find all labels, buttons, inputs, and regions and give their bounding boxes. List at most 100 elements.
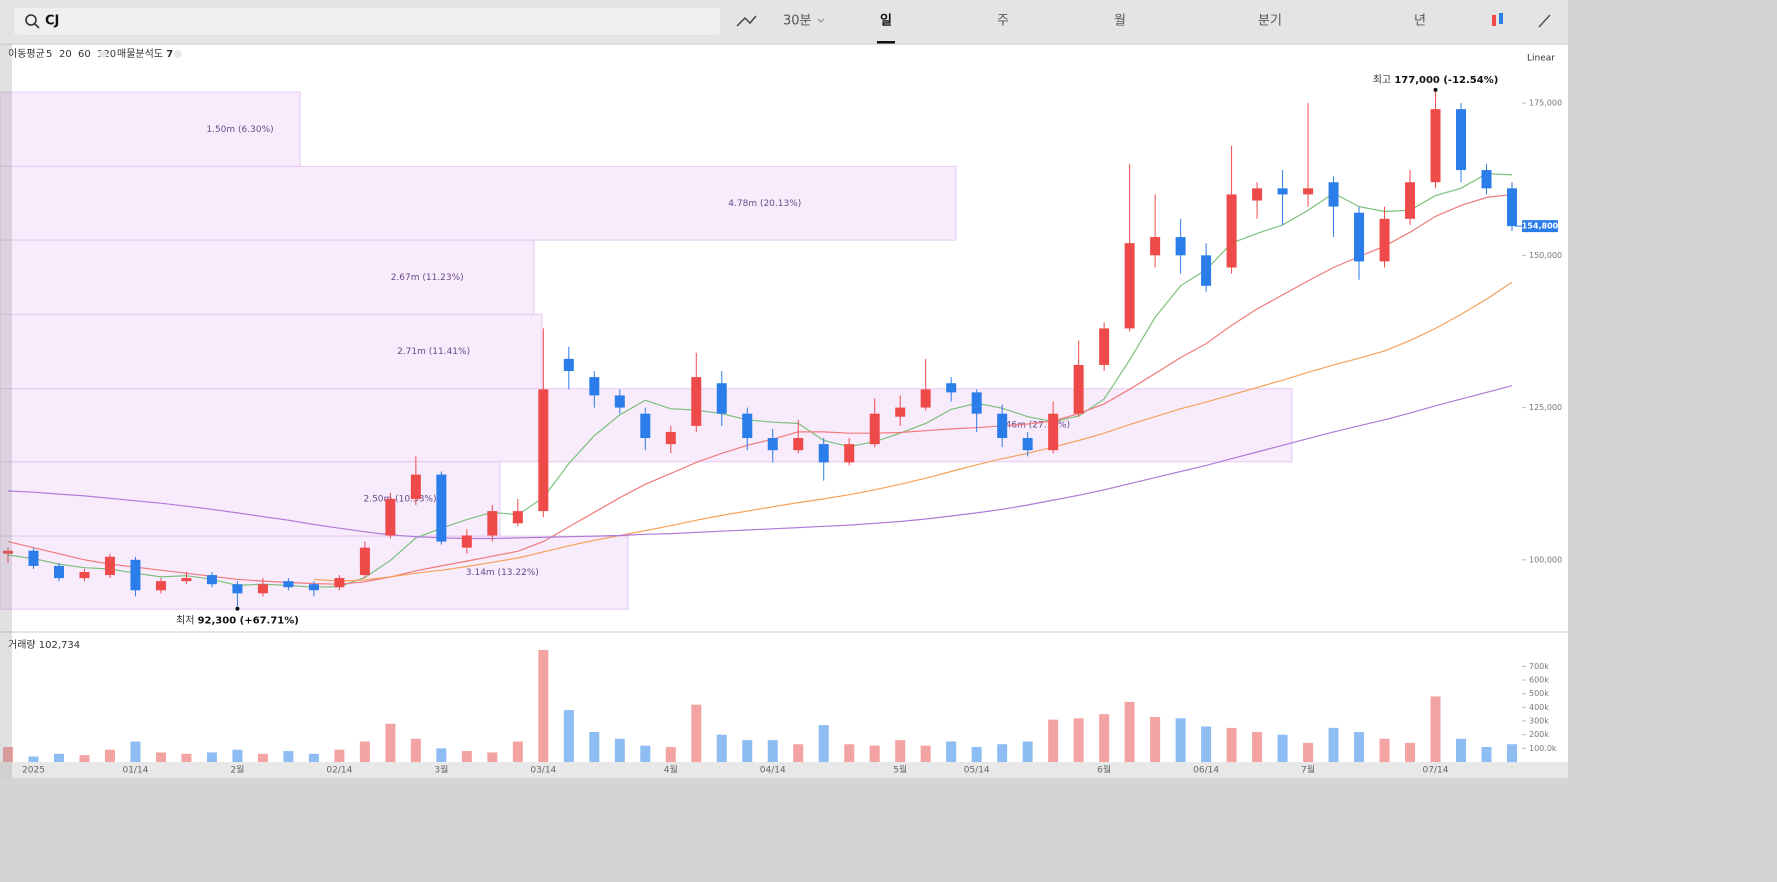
profile-label: 2.50m (10.53%) xyxy=(363,494,436,504)
candle-body xyxy=(742,413,753,439)
volume-bar xyxy=(359,741,370,762)
candle-body xyxy=(1507,188,1517,227)
volume-bar xyxy=(563,710,574,762)
extreme-marker xyxy=(235,606,240,611)
volume-bar xyxy=(461,751,472,762)
candle-body xyxy=(691,377,702,426)
search-text[interactable]: CJ xyxy=(45,14,59,29)
chart-type-icon[interactable] xyxy=(1492,15,1496,26)
y-tick-label: 400k xyxy=(1529,703,1549,712)
volume-bar xyxy=(1456,738,1467,762)
close-button[interactable] xyxy=(174,50,182,58)
candle-body xyxy=(1405,182,1416,219)
candle-body xyxy=(844,444,855,463)
x-tick-label: 04/14 xyxy=(760,766,786,776)
volume-bar xyxy=(385,723,396,762)
candle-body xyxy=(946,383,957,393)
y-tick-label: 500k xyxy=(1529,689,1549,698)
search-box[interactable] xyxy=(14,8,720,35)
volume-bar xyxy=(971,746,982,762)
candle-body xyxy=(1303,188,1314,195)
candle-body xyxy=(385,498,396,536)
period-tab[interactable]: 주 xyxy=(997,14,1009,29)
candle-body xyxy=(1354,212,1365,262)
y-tick-label: 100.0k xyxy=(1529,744,1557,753)
scale-mode[interactable]: Linear xyxy=(1527,54,1555,64)
volume-bar xyxy=(895,740,906,762)
candle-body xyxy=(257,584,268,594)
volume-bar xyxy=(1379,738,1390,762)
profile-band xyxy=(0,535,629,610)
period-tab[interactable]: 월 xyxy=(1114,14,1126,29)
ma-line xyxy=(7,385,1513,540)
volume-bar xyxy=(640,745,651,762)
period-tab[interactable]: 분기 xyxy=(1258,14,1282,29)
chart-type-icon[interactable] xyxy=(1499,13,1503,24)
candle-body xyxy=(869,413,880,445)
x-axis-bar xyxy=(0,762,1568,778)
annotation-prefix: 최저 xyxy=(176,615,194,627)
indicator-icon[interactable] xyxy=(736,15,757,27)
profile-band xyxy=(0,239,535,315)
draw-icon[interactable] xyxy=(1538,14,1551,28)
candle-body xyxy=(895,407,906,417)
volume-bar xyxy=(1430,696,1441,762)
edge-shade xyxy=(0,44,12,778)
volume-bar xyxy=(512,741,523,762)
period-tab[interactable]: 일 xyxy=(880,14,892,29)
candle-body xyxy=(1099,328,1110,365)
x-tick-label: 05/14 xyxy=(964,766,990,776)
candle-body xyxy=(997,413,1008,439)
plot: 1.50m (6.30%) 4.78m (20.13%) 2.67m (11.23%… xyxy=(0,74,1562,776)
candle-body xyxy=(359,547,370,576)
volume-bar xyxy=(181,753,192,762)
annotation-value: 177,000 (-12.54%) xyxy=(1394,75,1498,86)
volume-bar xyxy=(869,745,880,762)
search-icon xyxy=(25,14,37,26)
volume-bar xyxy=(665,746,676,762)
volume-bar xyxy=(436,748,447,762)
period-tab[interactable]: 년 xyxy=(1414,14,1426,29)
candle-body xyxy=(1048,413,1059,451)
candle-body xyxy=(1328,182,1339,207)
profile-label: 2.67m (11.23%) xyxy=(391,273,464,283)
volume-bar xyxy=(53,753,64,762)
volume-bar xyxy=(334,749,345,762)
volume-bar xyxy=(283,751,294,762)
tab-underline xyxy=(877,41,895,44)
candle-body xyxy=(334,578,345,588)
candle-body xyxy=(28,550,39,566)
legend-entry: 5 xyxy=(46,49,52,60)
candle-body xyxy=(232,584,243,594)
candle-body xyxy=(1379,218,1390,262)
candle-body xyxy=(716,383,727,414)
profile-label: 매물분석도 xyxy=(117,48,163,60)
volume-bar xyxy=(1481,746,1492,762)
profile-label: 4.78m (20.13%) xyxy=(728,199,801,209)
volume-bar xyxy=(1354,731,1365,762)
volume-bar xyxy=(920,745,931,762)
extreme-annotation: 최저 92,300 (+67.71%) xyxy=(176,615,299,627)
x-tick-label: 4월 xyxy=(664,764,678,776)
x-tick-label: 7월 xyxy=(1301,764,1315,776)
x-tick-label: 06/14 xyxy=(1193,766,1219,776)
volume-bar xyxy=(997,744,1008,762)
candle-body xyxy=(614,395,625,408)
volume-bar xyxy=(589,731,600,762)
y-tick-label: 200k xyxy=(1529,730,1549,739)
volume-bar xyxy=(716,734,727,762)
volume-bar xyxy=(487,752,498,762)
candle-body xyxy=(1022,438,1033,451)
profile-band xyxy=(0,91,301,167)
interval[interactable]: 30분 xyxy=(783,14,812,29)
candle-body xyxy=(130,559,141,591)
candle-body xyxy=(410,474,421,499)
candle-body xyxy=(1252,188,1263,201)
volume-bar xyxy=(206,752,217,762)
close-button[interactable] xyxy=(99,50,107,58)
extreme-annotation: 최고 177,000 (-12.54%) xyxy=(1373,74,1499,86)
candle-body xyxy=(1481,170,1492,189)
profile-label: 3.14m (13.22%) xyxy=(466,568,539,578)
candle-body xyxy=(920,389,931,408)
